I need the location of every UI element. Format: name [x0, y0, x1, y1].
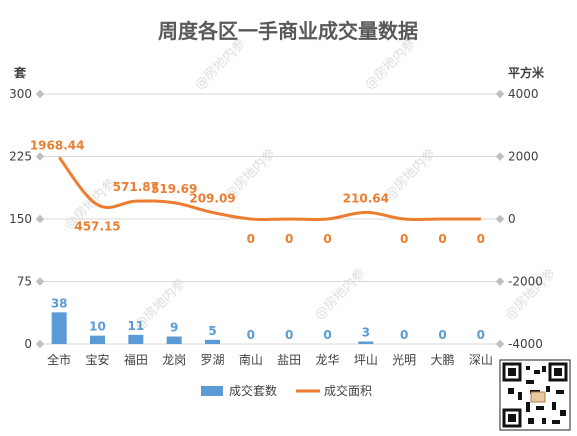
y-left-ticks: 0 75 150 225 300	[9, 87, 32, 351]
legend-bar-swatch	[201, 386, 223, 396]
bar-data-label: 5	[208, 324, 216, 338]
x-category-label: 福田	[124, 352, 148, 367]
bar-data-label: 11	[127, 319, 144, 333]
y-left-tick-marker	[35, 89, 45, 99]
line-data-label: 571.87	[113, 180, 159, 194]
y-right-ticks: -4000 -2000 0 2000 4000	[508, 87, 543, 351]
bar-data-label: 3	[362, 326, 370, 340]
y-right-tick-marker	[495, 89, 505, 99]
bar-data-label: 10	[89, 320, 106, 334]
bar-data-label: 0	[438, 328, 446, 342]
y-right-tick-label: 2000	[508, 150, 539, 164]
qr-logo	[530, 391, 546, 403]
y-right-tick-marker	[495, 152, 505, 161]
watermark-text: @房地内参	[362, 36, 419, 93]
y-left-tick-label: 150	[9, 212, 32, 226]
line-data-label: 0	[400, 232, 408, 246]
line-path-area	[57, 156, 481, 222]
y-left-tick-marker	[35, 214, 45, 224]
line-data-label: 0	[438, 232, 446, 246]
line-data-label: 0	[247, 232, 255, 246]
line-data-label: 0	[323, 232, 331, 246]
bar	[51, 312, 67, 344]
bar-data-label: 0	[247, 328, 255, 342]
bar	[90, 335, 105, 344]
y-right-tick-label: 4000	[508, 87, 539, 101]
bar	[358, 341, 374, 344]
bar	[205, 339, 220, 344]
line-data-label: 210.64	[343, 191, 389, 205]
bar-data-label: 0	[285, 328, 293, 342]
x-category-label: 大鹏	[430, 353, 454, 367]
y-right-tick-label: -2000	[508, 275, 543, 289]
y-right-tick-label: -4000	[508, 337, 543, 351]
bar-data-label: 0	[323, 328, 331, 342]
x-category-label: 龙岗	[162, 353, 186, 367]
line-series	[57, 156, 481, 222]
y-left-tick-label: 225	[9, 150, 32, 164]
x-category-label: 深山	[469, 353, 493, 367]
legend-line-label: 成交面积	[324, 383, 372, 398]
bar-data-label: 0	[400, 328, 408, 342]
y-right-axis-label: 平方米	[508, 65, 545, 80]
y-left-tick-label: 0	[24, 337, 32, 351]
y-left-tick-marker	[35, 152, 45, 161]
bar-data-label: 0	[477, 328, 485, 342]
bar	[166, 336, 182, 344]
x-category-label: 宝安	[85, 352, 109, 367]
bar	[128, 334, 144, 344]
line-data-label: 519.69	[151, 182, 197, 196]
y-right-tick-marker	[495, 214, 505, 224]
x-category-label: 坪山	[354, 353, 378, 367]
line-data-label: 0	[477, 232, 485, 246]
line-data-label: 209.09	[189, 191, 235, 205]
x-category-label: 盐田	[277, 353, 301, 367]
qr-code	[499, 359, 571, 431]
x-category-labels: 全市 宝安 福田 龙岗 罗湖 南山 盐田 龙华 坪山 光明 大鹏 深山	[47, 352, 493, 367]
line-data-label: 0	[285, 232, 293, 246]
x-category-label: 光明	[392, 353, 416, 367]
bar-series	[51, 312, 374, 344]
y-right-tick-marker	[495, 277, 505, 286]
bar-data-label: 9	[170, 321, 178, 335]
y-left-tick-marker	[35, 277, 45, 286]
bar-data-label: 38	[51, 296, 68, 310]
y-left-axis-label: 套	[13, 65, 27, 80]
bar-data-labels: 38 10 11 9 5 0 0 0 3 0 0 0	[51, 296, 485, 342]
line-data-label: 1968.44	[30, 138, 85, 152]
watermark-text: @房地内参	[192, 36, 249, 93]
chart-title: 周度各区一手商业成交量数据	[158, 19, 418, 43]
y-left-tick-label: 75	[17, 275, 32, 289]
x-category-label: 龙华	[315, 353, 339, 367]
x-category-label: 全市	[47, 352, 71, 367]
legend: 成交套数 成交面积	[201, 383, 372, 398]
watermark-text: @房地内参	[312, 266, 369, 323]
x-category-label: 南山	[239, 352, 263, 367]
y-left-tick-label: 300	[9, 87, 32, 101]
legend-bar-label: 成交套数	[229, 383, 277, 398]
line-data-label: 457.15	[74, 220, 120, 234]
watermark-text: @房地内参	[382, 146, 439, 203]
x-category-label: 罗湖	[200, 352, 224, 367]
y-left-tick-marker	[35, 339, 45, 349]
y-right-tick-marker	[495, 339, 505, 349]
y-right-tick-label: 0	[508, 212, 516, 226]
